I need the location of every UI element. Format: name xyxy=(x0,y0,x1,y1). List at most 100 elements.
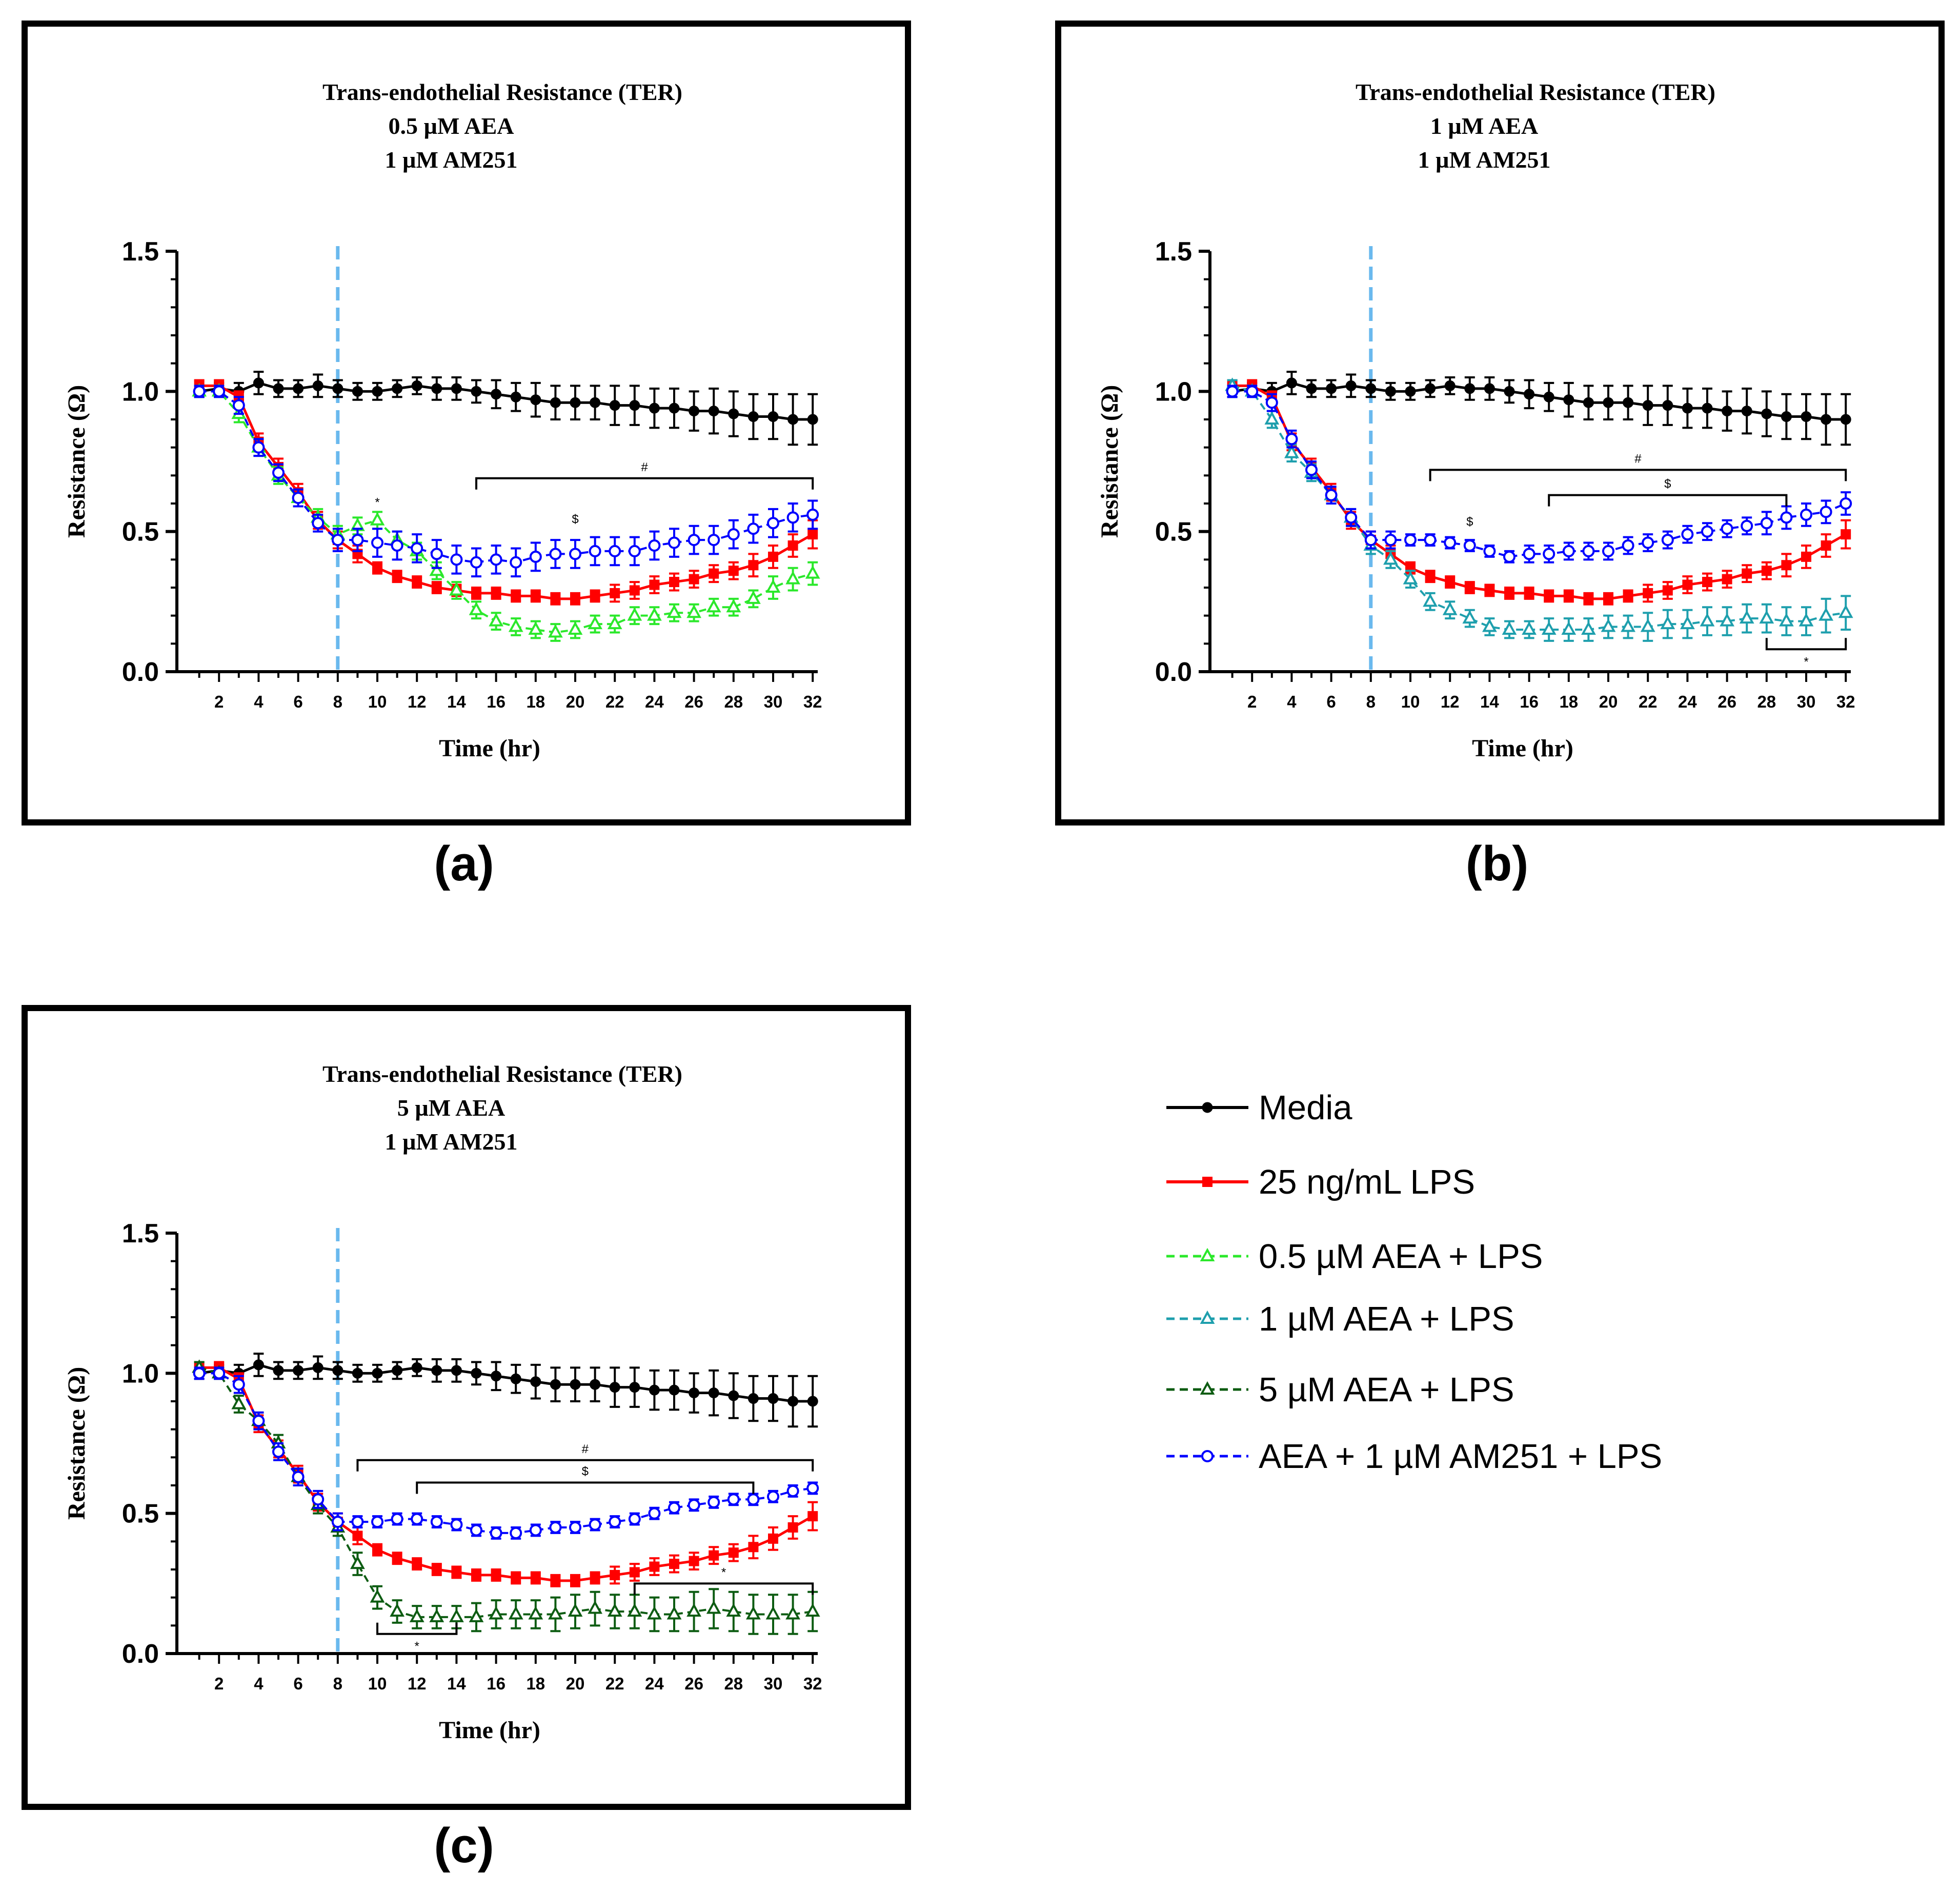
data-point-am251 xyxy=(193,1367,206,1380)
bracket-label: # xyxy=(1634,452,1642,466)
legend-swatch-am251 xyxy=(1166,1450,1248,1462)
series-line-media xyxy=(1232,381,1846,421)
data-point-am251 xyxy=(351,534,364,547)
y-axis-label: Resistance (Ω) xyxy=(63,1367,90,1520)
chart-title-line-2: 0.5 µM AEA xyxy=(388,113,514,139)
x-tick-label: 28 xyxy=(1757,692,1776,711)
chart-title-line-1: Trans-endothelial Resistance (TER) xyxy=(322,79,682,105)
data-point-media xyxy=(767,411,779,422)
data-point-lps xyxy=(471,1569,481,1580)
data-point-am251 xyxy=(272,1445,285,1458)
data-point-aea05 xyxy=(765,579,781,593)
data-point-lps xyxy=(1464,582,1475,593)
data-point-am251 xyxy=(193,385,206,398)
significance-bracket: # xyxy=(1429,452,1847,481)
data-point-aea5 xyxy=(370,1589,385,1603)
data-point-am251 xyxy=(490,1526,502,1539)
series-line-lps xyxy=(199,1366,814,1582)
data-point-am251 xyxy=(786,511,799,524)
data-point-am251 xyxy=(430,548,443,560)
data-point-lps xyxy=(1742,568,1752,579)
y-tick-label: 1.5 xyxy=(122,1219,159,1248)
x-tick-label: 30 xyxy=(1797,692,1816,711)
data-point-lps xyxy=(550,593,561,604)
data-point-lps xyxy=(1781,560,1792,571)
data-point-media xyxy=(1662,400,1673,411)
data-point-aea5 xyxy=(588,1600,602,1614)
data-point-media xyxy=(312,380,324,391)
data-point-lps xyxy=(530,1573,541,1583)
x-tick-label: 22 xyxy=(1639,692,1658,711)
series-line-lps xyxy=(199,384,814,600)
significance-bracket: * xyxy=(633,1565,814,1595)
x-tick-label: 2 xyxy=(214,692,224,711)
data-point-media xyxy=(491,389,502,400)
data-point-media xyxy=(1405,386,1416,397)
data-point-lps xyxy=(807,529,818,540)
y-tick-label: 1.5 xyxy=(1155,237,1192,267)
x-tick-label: 26 xyxy=(1717,692,1736,711)
x-tick-label: 2 xyxy=(214,1674,224,1693)
data-point-aea5 xyxy=(469,1608,484,1622)
chart-title-line-2: 1 µM AEA xyxy=(1430,113,1539,139)
x-tick-label: 24 xyxy=(1678,692,1697,711)
chart-title-line-3: 1 µM AM251 xyxy=(385,147,517,173)
data-point-am251 xyxy=(1503,550,1516,563)
significance-bracket: $ xyxy=(1548,477,1788,507)
x-tick-label: 10 xyxy=(1401,692,1420,711)
data-point-media xyxy=(491,1371,502,1382)
data-point-media xyxy=(1543,391,1554,402)
data-point-am251 xyxy=(510,556,522,569)
data-point-am251 xyxy=(351,1516,364,1528)
data-point-am251 xyxy=(312,1493,325,1506)
data-point-lps xyxy=(787,540,798,551)
data-point-aea5 xyxy=(746,1606,761,1620)
data-point-am251 xyxy=(1760,517,1773,530)
x-tick-label: 16 xyxy=(1520,692,1539,711)
data-point-aea5 xyxy=(350,1555,365,1569)
data-point-lps xyxy=(511,1573,521,1583)
legend-item-aea1: 1 µM AEA + LPS xyxy=(1164,1298,1933,1339)
data-point-media xyxy=(372,386,383,397)
data-point-media xyxy=(1623,397,1634,408)
data-point-am251 xyxy=(252,441,265,454)
data-point-am251 xyxy=(252,1415,265,1427)
legend-label-aea05: 0.5 µM AEA + LPS xyxy=(1259,1237,1543,1276)
data-point-media xyxy=(609,400,620,411)
data-point-aea05 xyxy=(686,605,701,618)
data-point-media xyxy=(451,383,462,394)
data-point-am251 xyxy=(747,1493,760,1506)
data-point-am251 xyxy=(371,536,383,549)
data-point-lps xyxy=(669,577,679,588)
data-point-lps xyxy=(1682,579,1693,590)
bracket-line xyxy=(1548,494,1788,507)
data-point-aea5 xyxy=(726,1603,741,1617)
data-point-lps xyxy=(1702,577,1712,588)
data-point-lps xyxy=(807,1511,818,1522)
significance-bracket: # xyxy=(475,460,814,490)
data-point-media xyxy=(1524,389,1535,400)
data-point-media xyxy=(570,1379,581,1390)
panel-b-frame xyxy=(1055,21,1945,825)
legend-marker xyxy=(1200,1247,1215,1261)
data-point-lps xyxy=(352,1530,363,1541)
legend-swatch-media xyxy=(1166,1102,1248,1113)
y-tick-label: 1.0 xyxy=(1155,377,1192,407)
series-line-am251 xyxy=(1232,390,1846,558)
data-point-lps xyxy=(1643,588,1653,598)
data-point-aea5 xyxy=(706,1600,721,1614)
data-point-lps xyxy=(491,588,501,598)
bracket-line xyxy=(416,1481,755,1494)
data-point-aea05 xyxy=(429,562,444,576)
y-tick-label: 1.0 xyxy=(122,1359,159,1388)
x-axis-label: Time (hr) xyxy=(439,1717,540,1744)
data-point-media xyxy=(1563,394,1574,406)
data-point-am251 xyxy=(1483,545,1496,557)
data-point-lps xyxy=(590,1573,600,1583)
data-point-lps xyxy=(392,571,402,582)
data-point-lps xyxy=(1722,574,1732,585)
data-point-am251 xyxy=(1364,534,1377,547)
bracket-label: * xyxy=(415,1640,419,1654)
data-point-media xyxy=(1504,386,1515,397)
data-point-media xyxy=(1801,411,1812,422)
